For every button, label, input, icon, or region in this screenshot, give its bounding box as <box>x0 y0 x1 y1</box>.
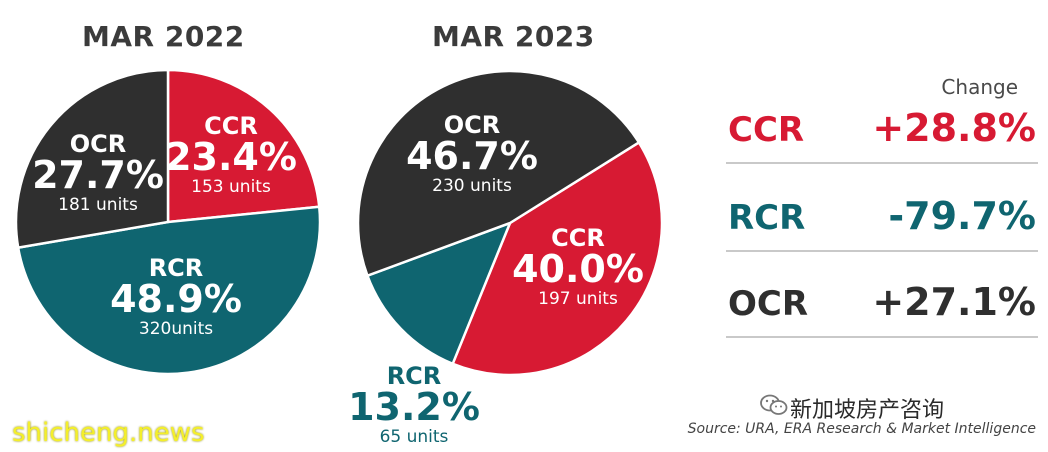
pie-1-slice-ccr <box>451 140 664 377</box>
pie-1-slice-ocr <box>356 69 641 278</box>
change-name-rcr: RCR <box>728 198 806 238</box>
pie-0-ocr-percent: 27.7% <box>32 153 164 197</box>
wechat-account-name: 新加坡房产咨询 <box>790 398 945 423</box>
source-note: Source: URA, ERA Research & Market Intel… <box>687 421 1036 437</box>
change-value-ocr: +27.1% <box>872 280 1036 324</box>
change-value-ccr: +28.8% <box>872 106 1036 150</box>
pie-0-ccr-name: CCR <box>204 112 258 140</box>
change-row-ccr: CCR +28.8% <box>726 106 1038 164</box>
pie-1-slice-rcr <box>365 220 513 366</box>
pie-0-ocr-units: 181 units <box>58 195 138 215</box>
change-row-ocr: OCR +27.1% <box>726 280 1038 338</box>
change-name-ccr: CCR <box>728 110 805 150</box>
pie-1-ocr-name: OCR <box>444 111 501 139</box>
change-name-ocr: OCR <box>728 284 809 324</box>
pie-0 <box>14 68 322 376</box>
pie-0-ocr-name: OCR <box>70 130 127 158</box>
pie-0-slice-rcr <box>16 205 322 376</box>
change-row-rcr: RCR -79.7% <box>726 194 1038 252</box>
pie-1-ccr-units: 197 units <box>538 289 618 309</box>
pie-0-ccr-units: 153 units <box>191 177 271 197</box>
pie-0-ccr-percent: 23.4% <box>165 135 297 179</box>
chart-title-2023: MAR 2023 <box>432 20 595 53</box>
change-header: Change <box>941 75 1018 99</box>
change-value-rcr: -79.7% <box>888 194 1036 238</box>
pie-1-rcr-units: 65 units <box>380 427 449 447</box>
chart-title-2022: MAR 2022 <box>82 20 245 53</box>
watermark: shicheng.news <box>12 418 205 448</box>
pie-0-slice-ccr <box>166 68 321 224</box>
pie-1-ccr-name: CCR <box>551 224 605 252</box>
pie-0-slice-ocr <box>14 68 170 250</box>
wechat-icon <box>760 394 788 415</box>
pie-0-rcr-name: RCR <box>149 254 204 282</box>
pie-0-rcr-units: 320units <box>139 319 213 339</box>
pie-1-ccr-percent: 40.0% <box>512 247 644 291</box>
pie-1-rcr-name: RCR <box>387 362 442 390</box>
pie-1 <box>356 69 664 377</box>
pie-1-ocr-units: 230 units <box>432 176 512 196</box>
pie-1-rcr-percent: 13.2% <box>348 385 480 429</box>
pie-0-rcr-percent: 48.9% <box>110 277 242 321</box>
pie-1-ocr-percent: 46.7% <box>406 134 538 178</box>
